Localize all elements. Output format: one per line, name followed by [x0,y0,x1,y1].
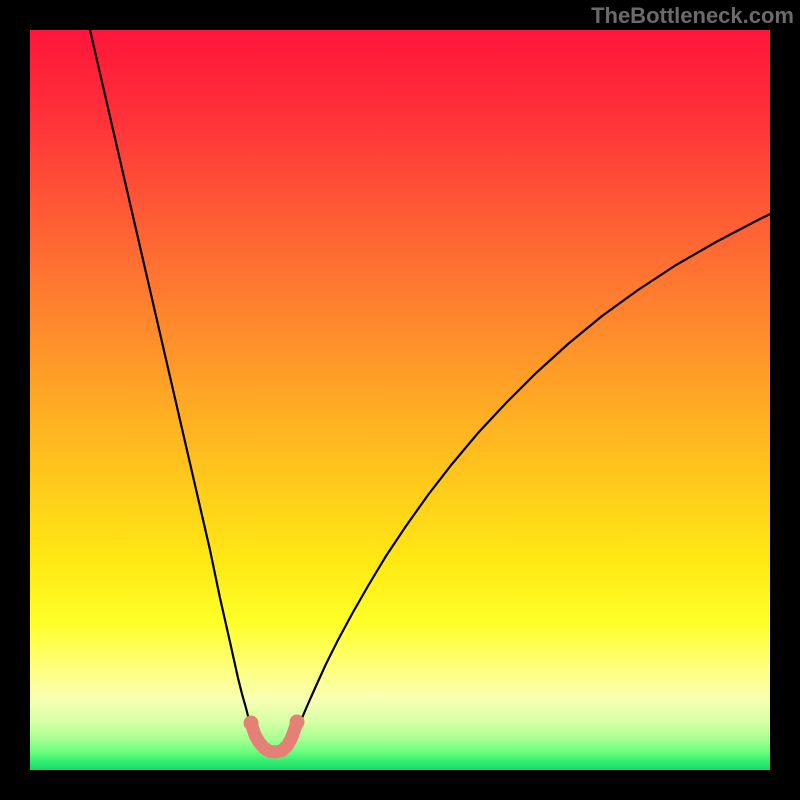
gradient-background [30,30,770,770]
watermark-text: TheBottleneck.com [591,3,794,29]
chart-canvas: TheBottleneck.com [0,0,800,800]
chart-svg [30,30,770,770]
plot-area [30,30,770,770]
marker-dot [290,715,305,730]
marker-dot [244,716,259,731]
